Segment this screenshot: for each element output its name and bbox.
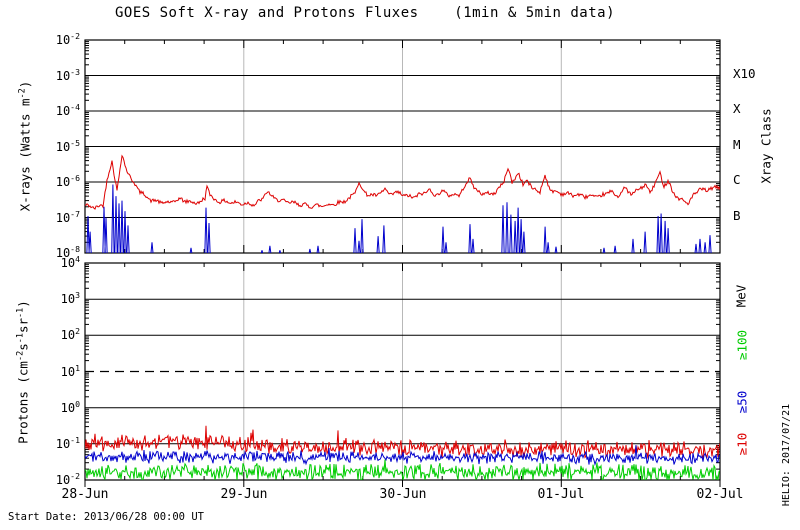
xray-ytick-label: 10-7 [55, 209, 80, 225]
proton-ytick-label: 100 [60, 399, 80, 415]
mev-axis-title: MeV [733, 284, 749, 308]
xray-ytick-label: 10-6 [55, 173, 80, 189]
date-tick-label: 28-Jun [61, 487, 109, 502]
proton-band-2 [85, 459, 720, 480]
proton-ytick-label: 10-2 [55, 471, 80, 487]
proton-threshold-label: ≥10 [734, 432, 750, 456]
proton-threshold-label: ≥50 [734, 390, 750, 414]
date-tick-label: 02-Jul [696, 487, 744, 502]
xray-ytick-label: 10-5 [55, 138, 80, 154]
xray-y-axis-label: X-rays (Watts m-2) [17, 80, 33, 212]
xray-class-label: X10 [733, 66, 756, 81]
xray-ytick-label: 10-2 [55, 31, 80, 47]
xray-class-label: C [733, 172, 741, 187]
helio-watermark: HELIO: 2017/07/21 [780, 403, 792, 507]
xray-ytick-label: 10-3 [55, 67, 80, 83]
proton-ytick-label: 101 [60, 363, 80, 379]
xray-panel-frame [84, 39, 721, 254]
proton-band-1 [85, 445, 720, 467]
date-tick-label: 30-Jun [379, 487, 427, 502]
xray-long-series [85, 154, 720, 210]
start-date-label: Start Date: 2013/06/28 00:00 UT [8, 511, 204, 523]
xray-class-label: X [733, 101, 741, 116]
proton-threshold-label: ≥100 [734, 329, 750, 361]
date-tick-label: 01-Jul [537, 487, 585, 502]
date-tick-label: 29-Jun [220, 487, 268, 502]
proton-ytick-label: 10-1 [55, 435, 80, 451]
xray-class-label: B [733, 208, 741, 223]
xray-ytick-label: 10-4 [55, 102, 80, 118]
proton-y-axis-label: Protons (cm-2s-1sr-1) [15, 300, 31, 444]
xray-short-series [86, 184, 712, 253]
xray-ytick-label: 10-8 [55, 244, 80, 260]
proton-ytick-label: 103 [60, 290, 80, 306]
proton-ytick-label: 102 [60, 326, 80, 342]
xray-class-axis-title: Xray Class [758, 108, 774, 184]
xray-class-label: M [733, 137, 741, 152]
chart-title: GOES Soft X-ray and Protons Fluxes (1min… [114, 5, 615, 21]
proton-ytick-label: 104 [60, 254, 80, 270]
